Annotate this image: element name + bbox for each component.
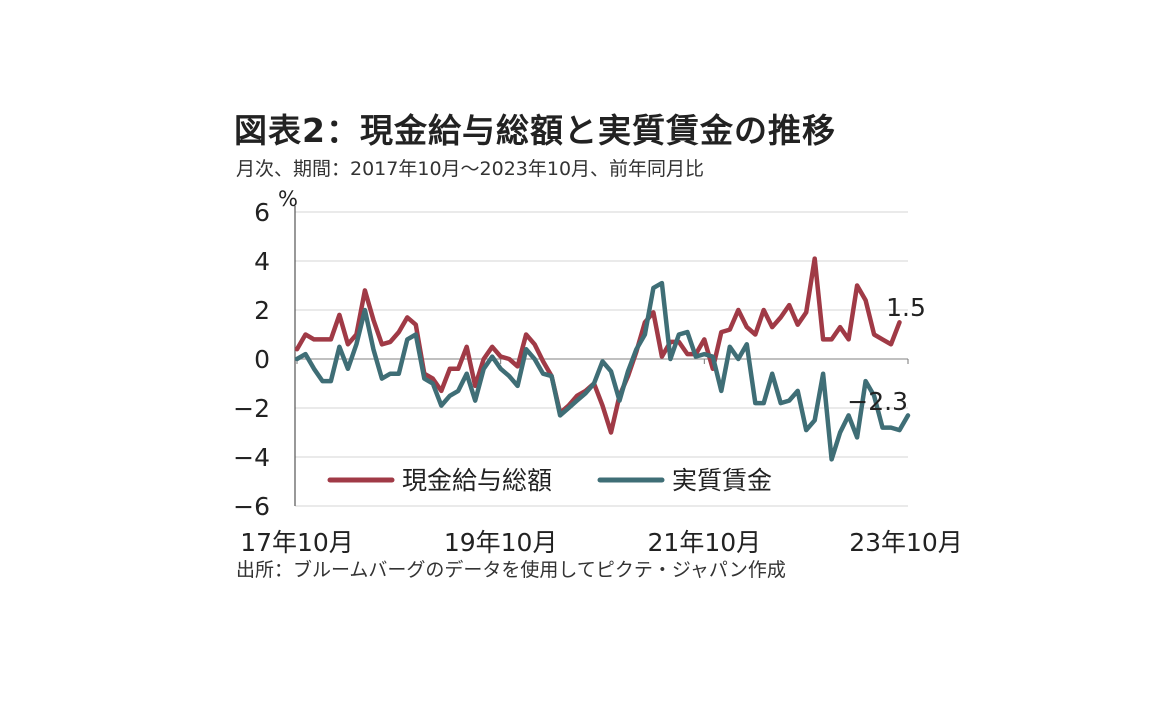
x-tick-label: 23年10月 bbox=[849, 528, 963, 557]
x-tick-label: 19年10月 bbox=[444, 528, 558, 557]
legend-label: 現金給与総額 bbox=[402, 466, 552, 495]
y-tick-label: 6 bbox=[254, 198, 270, 227]
y-tick-label: −2 bbox=[233, 394, 270, 423]
series-line-1 bbox=[294, 280, 911, 462]
x-tick-label: 21年10月 bbox=[648, 528, 762, 557]
labels: 1.5 −2.3 bbox=[847, 293, 926, 416]
chart-source: 出所：ブルームバーグのデータを使用してピクテ・ジャパン作成 bbox=[236, 559, 786, 581]
y-tick-label: 0 bbox=[254, 345, 270, 374]
chart-subtitle: 月次、期間：2017年10月～2023年10月、前年同月比 bbox=[236, 158, 705, 180]
y-tick-label: 2 bbox=[254, 296, 270, 325]
legend: 現金給与総額 実質賃金 bbox=[327, 466, 772, 495]
end-label-real-wages: −2.3 bbox=[847, 387, 908, 416]
y-tick-label: −6 bbox=[233, 492, 270, 521]
chart-title: 図表2：現金給与総額と実質賃金の推移 bbox=[234, 111, 836, 150]
y-tick-label: −4 bbox=[233, 443, 270, 472]
series-lines bbox=[294, 256, 911, 462]
end-label-nominal-wages: 1.5 bbox=[886, 293, 926, 322]
axes: 6 4 2 0 −2 −4 −6% 17年10月 19年10月 21年10月 23年10月 bbox=[233, 187, 963, 557]
series-line-0 bbox=[294, 256, 902, 435]
x-tick-label: 17年10月 bbox=[240, 528, 354, 557]
y-unit-label: % bbox=[278, 187, 298, 211]
y-tick-label: 4 bbox=[254, 247, 270, 276]
legend-label: 実質賃金 bbox=[672, 466, 772, 495]
gridlines bbox=[295, 211, 908, 507]
